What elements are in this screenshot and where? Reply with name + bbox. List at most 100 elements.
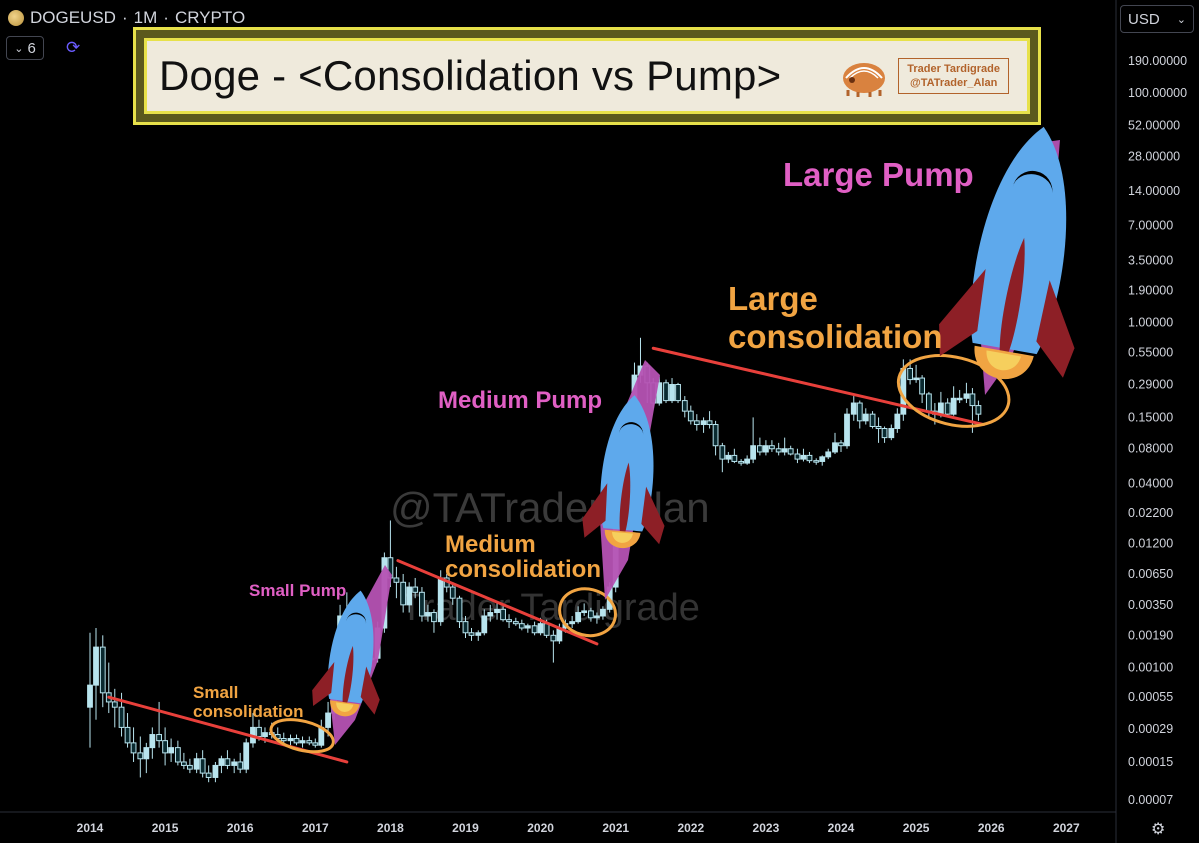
price-tick-label: 1.00000	[1128, 316, 1173, 330]
large-rocket-icon	[931, 114, 1112, 395]
candle	[149, 727, 156, 759]
gear-icon[interactable]: ⚙	[1151, 821, 1166, 838]
candle	[669, 378, 675, 404]
candle	[137, 736, 144, 778]
candle	[524, 623, 531, 633]
candle	[87, 632, 93, 748]
time-tick-label: 2022	[677, 821, 704, 835]
candle	[825, 448, 832, 460]
candle	[550, 630, 557, 663]
indicator-count: 6	[27, 39, 36, 57]
candle	[750, 417, 757, 464]
candle	[663, 379, 669, 404]
candle	[205, 765, 212, 783]
large-consolidation-label-2: consolidation	[728, 318, 943, 355]
large-consolidation-label-1: Large	[728, 280, 818, 317]
price-tick-label: 0.04000	[1128, 476, 1173, 490]
exchange-label: CRYPTO	[174, 8, 246, 27]
indicators-toggle-button[interactable]: ⌄ 6	[6, 36, 44, 60]
currency-label: USD	[1128, 10, 1160, 28]
candle	[162, 727, 168, 766]
time-tick-label: 2026	[978, 821, 1005, 835]
author-badge: Trader Tardigrade @TATrader_Alan	[898, 58, 1009, 94]
time-tick-label: 2025	[903, 821, 930, 835]
refresh-icon[interactable]: ⟳	[66, 38, 81, 57]
candle	[813, 458, 820, 465]
candle	[862, 408, 869, 425]
coin-icon	[8, 10, 24, 26]
candle	[156, 701, 162, 748]
candle	[419, 587, 425, 622]
candle	[306, 736, 313, 746]
candle	[944, 398, 951, 418]
candle	[575, 606, 582, 624]
candle	[456, 595, 463, 629]
candle	[174, 740, 181, 766]
price-tick-label: 0.01200	[1128, 536, 1173, 550]
candle	[913, 364, 920, 383]
candle	[231, 758, 238, 774]
candle	[819, 455, 826, 466]
symbol-name[interactable]: DOGEUSD	[30, 8, 116, 27]
symbol-header: DOGEUSD · 1M · CRYPTO	[8, 8, 245, 28]
candle	[975, 400, 982, 421]
candle	[243, 738, 250, 774]
candle	[462, 615, 469, 639]
interval-label[interactable]: 1M	[133, 8, 158, 27]
price-tick-label: 190.00000	[1128, 54, 1187, 68]
candle	[731, 448, 738, 464]
candle	[130, 727, 137, 762]
candle	[881, 426, 888, 443]
price-axis[interactable]: 190.00000 100.00000 52.00000 28.00000 14.000…	[1128, 54, 1187, 807]
candle	[506, 614, 512, 629]
candle	[800, 448, 807, 462]
candle	[531, 621, 538, 636]
chevron-down-icon: ⌄	[1176, 13, 1186, 26]
candle	[950, 386, 957, 416]
small-consolidation-label-1: Small	[193, 683, 238, 702]
candle	[875, 417, 882, 443]
price-tick-label: 0.55000	[1128, 346, 1173, 360]
price-tick-label: 1.90000	[1128, 284, 1173, 298]
candle	[787, 445, 794, 456]
candle	[168, 738, 175, 762]
medium-rocket-icon	[580, 360, 676, 600]
price-tick-label: 52.00000	[1128, 119, 1180, 133]
candle	[518, 619, 525, 631]
candle	[494, 603, 500, 620]
candle	[237, 752, 244, 774]
candle	[99, 635, 106, 708]
candle	[681, 396, 688, 418]
candle	[794, 448, 801, 464]
candle	[218, 755, 225, 774]
candle	[744, 455, 751, 465]
time-tick-label: 2015	[152, 821, 179, 835]
candle	[675, 382, 681, 404]
time-axis[interactable]: 2014 2015 2016 2017 2018 2019 2020 2021 2022 2023…	[77, 821, 1080, 835]
price-tick-label: 28.00000	[1128, 150, 1180, 164]
candle	[693, 414, 700, 431]
candle	[475, 630, 482, 641]
medium-consolidation-label-1: Medium	[445, 531, 536, 558]
candle	[199, 750, 206, 778]
time-tick-label: 2021	[602, 821, 629, 835]
price-tick-label: 0.08000	[1128, 442, 1173, 456]
candle	[468, 628, 475, 641]
candle	[844, 408, 850, 449]
time-tick-label: 2023	[753, 821, 780, 835]
resistance-trendline	[396, 559, 599, 646]
candle	[111, 688, 118, 728]
candle	[756, 437, 763, 456]
candle	[856, 400, 863, 429]
candle	[600, 606, 606, 620]
candle	[838, 440, 844, 452]
price-tick-label: 0.00055	[1128, 690, 1173, 704]
candle	[963, 382, 970, 404]
currency-select[interactable]: USD ⌄	[1120, 5, 1194, 33]
candle	[412, 577, 419, 599]
candle	[500, 606, 506, 622]
candle	[687, 405, 694, 425]
candle	[956, 389, 963, 404]
price-tick-label: 0.00190	[1128, 628, 1173, 642]
